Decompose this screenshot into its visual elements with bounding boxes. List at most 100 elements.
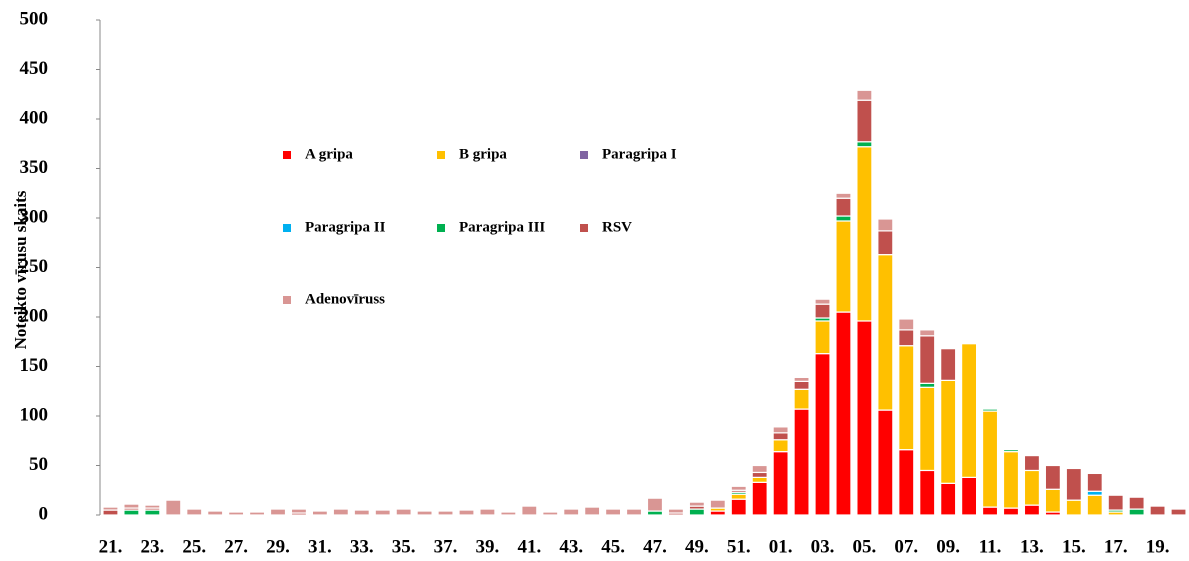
y-tick-label: 300 — [20, 206, 49, 227]
bar-segment — [144, 509, 161, 516]
legend-swatch — [283, 151, 291, 159]
legend-label: Paragripa III — [459, 219, 545, 235]
bar-segment — [814, 298, 831, 305]
bar-segment — [437, 510, 454, 516]
bar-segment — [730, 498, 747, 516]
bar-segment — [940, 482, 957, 516]
bar-segment — [835, 215, 852, 222]
bar-segment — [772, 439, 789, 453]
x-tick-label: 15. — [1062, 536, 1086, 557]
x-tick-label: 13. — [1020, 536, 1044, 557]
bar-segment — [1107, 494, 1124, 511]
x-tick-label: 21. — [99, 536, 123, 557]
legend-label: Paragripa I — [602, 146, 677, 162]
bar-segment — [186, 508, 203, 516]
bar-segment — [102, 506, 119, 511]
x-tick-label: 23. — [140, 536, 164, 557]
y-tick-label: 200 — [20, 305, 49, 326]
bar-segment — [1002, 451, 1020, 509]
y-tick-label: 150 — [20, 355, 49, 376]
legend-swatch — [283, 296, 291, 304]
x-tick-label: 31. — [308, 536, 332, 557]
bar-segment — [604, 508, 622, 516]
bar-segment — [856, 146, 873, 322]
x-tick-label: 43. — [559, 536, 583, 557]
bar-segment — [1149, 505, 1166, 516]
bar-segment — [919, 469, 936, 516]
bar-segment — [667, 508, 685, 514]
bar-segment — [395, 508, 412, 516]
bar-segment — [1128, 496, 1145, 510]
bar-segment — [751, 476, 768, 483]
bar-segment — [625, 508, 643, 516]
bar-segment — [814, 320, 831, 355]
bar-segment — [165, 499, 182, 516]
bar-segment — [102, 509, 119, 516]
bar-segment — [1065, 499, 1082, 516]
x-tick-label: 47. — [643, 536, 667, 557]
bar-segment — [751, 481, 768, 516]
y-tick-label: 0 — [39, 503, 49, 524]
bar-segment — [269, 508, 287, 516]
bar-segment — [981, 410, 999, 508]
bar-segment — [290, 508, 308, 514]
legend-swatch — [437, 224, 445, 232]
bar-segment — [835, 311, 852, 516]
bar-segment — [877, 409, 894, 516]
x-tick-label: 51. — [727, 536, 751, 557]
y-tick-label: 500 — [20, 8, 49, 29]
bar-segment — [479, 508, 496, 516]
bar-segment — [981, 408, 999, 412]
x-tick-label: 19. — [1146, 536, 1170, 557]
bar-segment — [521, 505, 538, 516]
x-tick-label: 39. — [476, 536, 500, 557]
bar-segment — [123, 503, 140, 509]
bar-segment — [709, 499, 726, 509]
bar-segment — [1002, 449, 1020, 453]
legend-swatch — [580, 224, 588, 232]
bar-segment — [772, 426, 789, 434]
bar-segment — [751, 464, 768, 474]
bar-segment — [814, 303, 831, 319]
bar-segment — [856, 89, 873, 101]
bar-segment — [877, 218, 894, 232]
x-tick-label: 03. — [811, 536, 835, 557]
x-tick-label: 25. — [182, 536, 206, 557]
bar-segment — [919, 335, 936, 384]
bar-segment — [248, 511, 266, 516]
bar-segment — [772, 451, 789, 516]
x-tick-label: 29. — [266, 536, 290, 557]
x-tick-label: 35. — [392, 536, 416, 557]
bar-segment — [898, 318, 915, 331]
x-tick-label: 49. — [685, 536, 709, 557]
bar-segment — [835, 192, 852, 199]
bar-segment — [458, 509, 475, 516]
bar-segment — [353, 509, 370, 516]
bar-segment — [144, 504, 161, 509]
legend-label: Adenovīruss — [305, 291, 385, 307]
x-tick-label: 45. — [601, 536, 625, 557]
bar-segment — [1023, 455, 1041, 472]
bar-segment — [919, 329, 936, 337]
bar-segment — [228, 511, 245, 516]
bar-segment — [961, 343, 978, 478]
legend-label: A gripa — [305, 146, 353, 162]
bar-segment — [1044, 464, 1061, 490]
x-tick-label: 33. — [350, 536, 374, 557]
bar-segment — [1044, 488, 1061, 513]
bar-segment — [772, 432, 789, 441]
legend-swatch — [437, 151, 445, 159]
bar-segment — [563, 508, 580, 516]
bar-segment — [1086, 494, 1103, 516]
bar-segment — [1065, 467, 1082, 501]
bar-segment — [688, 508, 705, 516]
y-tick-label: 450 — [20, 58, 49, 79]
bar-segment — [898, 449, 915, 516]
bar-segment — [751, 471, 768, 478]
x-tick-label: 17. — [1104, 536, 1128, 557]
bar-segment — [1086, 472, 1103, 492]
bar-segment — [877, 254, 894, 411]
bar-segment — [1023, 504, 1041, 516]
bar-segment — [730, 493, 747, 500]
